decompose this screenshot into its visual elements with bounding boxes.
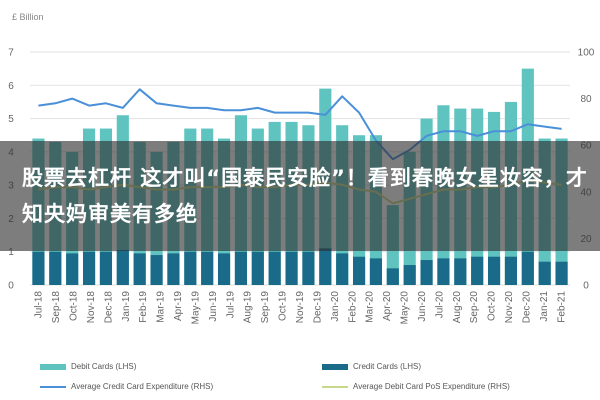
x-tick-label: Jan-20	[330, 291, 341, 322]
credit-card-bar	[504, 256, 518, 285]
credit-card-bar	[487, 256, 501, 285]
tick-labels: 01234567020406080100Jul-18Sep-18Oct-18No…	[8, 48, 595, 325]
y-left-tick-label: 6	[8, 81, 14, 92]
credit-card-bar	[538, 261, 551, 285]
x-tick-label: Apr-20	[382, 291, 393, 321]
x-tick-label: Sep-19	[260, 291, 271, 324]
credit-card-bar	[454, 258, 467, 285]
legend-label-debit-cards: Debit Cards (LHS)	[71, 362, 137, 371]
credit-card-bar	[319, 248, 332, 285]
legend-item-debit-cards: Debit Cards (LHS)	[40, 362, 136, 371]
credit-card-bar	[302, 251, 315, 285]
x-tick-label: Oct-18	[69, 291, 80, 321]
credit-card-bar	[167, 253, 180, 285]
x-tick-label: Jan-19	[121, 291, 132, 322]
x-tick-label: Jan-21	[539, 291, 550, 322]
credit-card-bar	[82, 251, 96, 285]
x-tick-label: May-19	[190, 291, 201, 325]
legend-label-credit-cards: Credit Cards (LHS)	[353, 362, 422, 371]
legend-item-avg-credit: Average Credit Card Expenditure (RHS)	[40, 382, 213, 391]
credit-card-bar	[99, 251, 113, 285]
legend-swatch-avg-debit-pos	[322, 385, 348, 388]
x-tick-label: Nov-18	[86, 291, 97, 324]
legend-item-credit-cards: Credit Cards (LHS)	[322, 362, 421, 371]
credit-card-bar	[234, 251, 248, 285]
x-tick-label: Dec-20	[521, 291, 532, 324]
credit-card-bar	[403, 265, 416, 285]
legend-swatch-credit-cards	[322, 363, 348, 370]
credit-card-bar	[201, 251, 214, 285]
y-left-tick-label: 7	[8, 48, 14, 59]
credit-card-bar	[386, 268, 399, 285]
x-tick-label: Jul-18	[34, 291, 45, 319]
x-tick-label: Feb-21	[556, 291, 567, 323]
credit-card-bar	[471, 256, 484, 285]
credit-card-bar	[555, 261, 568, 285]
x-tick-label: Dec-18	[103, 291, 114, 324]
x-tick-label: Dec-19	[312, 291, 323, 324]
legend-swatch-avg-credit	[40, 385, 66, 388]
x-tick-label: Sep-18	[51, 291, 62, 324]
credit-card-bar	[420, 260, 433, 285]
x-tick-label: Oct-19	[278, 291, 289, 321]
legend-label-avg-debit-pos: Average Debit Card PoS Expenditure (RHS)	[353, 382, 510, 391]
x-tick-label: Mar-20	[365, 291, 376, 323]
x-tick-label: Jun-19	[208, 291, 219, 322]
legend-label-avg-credit: Average Credit Card Expenditure (RHS)	[71, 382, 214, 391]
x-tick-label: Jul-20	[434, 291, 445, 319]
credit-card-bar	[268, 251, 281, 285]
x-tick-label: May-20	[400, 291, 411, 325]
legend-item-avg-debit-pos: Average Debit Card PoS Expenditure (RHS)	[322, 382, 510, 391]
credit-card-bar	[369, 258, 383, 285]
x-tick-label: Sep-20	[469, 291, 480, 324]
credit-card-bar	[285, 251, 298, 285]
credit-card-bar	[437, 258, 450, 285]
y-right-tick-label: 80	[580, 94, 592, 105]
y-right-tick-label: 0	[583, 281, 589, 292]
x-tick-label: Mar-19	[156, 291, 167, 323]
overlay-banner	[0, 141, 600, 251]
x-tick-label: Nov-20	[504, 291, 515, 324]
credit-card-bar	[32, 251, 45, 285]
y-left-tick-label: 5	[8, 114, 14, 125]
x-tick-label: Jun-20	[417, 291, 428, 322]
credit-card-bar	[336, 253, 349, 285]
unit-label: £ Billion	[12, 12, 44, 22]
overlay-banner-text[interactable]: 股票去杠杆 这才叫“国泰民安脸”！看到春晚女星妆容，才知央妈审美有多绝	[22, 166, 588, 226]
x-tick-label: Nov-19	[295, 291, 306, 324]
x-tick-label: Feb-19	[138, 291, 149, 323]
y-left-tick-label: 1	[8, 247, 14, 258]
x-tick-label: Oct-20	[487, 291, 498, 321]
credit-card-bar	[66, 253, 79, 285]
avg-credit-expenditure-line	[38, 88, 562, 161]
x-tick-label: Apr-19	[173, 291, 184, 321]
credit-card-bar	[251, 251, 264, 285]
y-left-tick-label: 0	[8, 281, 14, 292]
legend-swatch-debit-cards	[40, 363, 66, 370]
credit-card-bar	[150, 255, 163, 285]
x-tick-label: Aug-19	[243, 291, 254, 324]
credit-card-bar	[133, 253, 146, 285]
x-tick-label: Jul-19	[225, 291, 236, 319]
y-right-tick-label: 100	[578, 48, 595, 59]
credit-card-bar	[521, 251, 534, 285]
x-tick-label: Aug-20	[452, 291, 463, 324]
credit-card-bar	[184, 251, 197, 285]
credit-card-bar	[49, 251, 62, 285]
legend: Debit Cards (LHS) Credit Cards (LHS) Ave…	[0, 352, 600, 400]
credit-card-bar	[217, 253, 231, 285]
credit-card-bar	[352, 256, 366, 285]
x-tick-label: Feb-20	[347, 291, 358, 323]
credit-card-bar	[116, 250, 129, 285]
